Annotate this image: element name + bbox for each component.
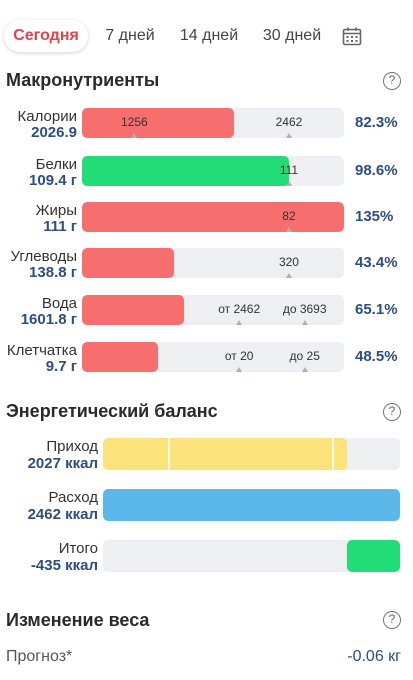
segment-separator xyxy=(168,438,171,470)
forecast-value: -0.06 кг xyxy=(347,648,401,665)
progress-track: 320 xyxy=(82,248,344,278)
progress-fill xyxy=(82,342,158,372)
target-tick xyxy=(301,367,308,372)
macro-percent: 65.1% xyxy=(355,301,398,318)
target-label: 1256 xyxy=(121,115,148,129)
macro-row: Клетчатка 9.7 г от 20 до 25 48.5% xyxy=(0,341,413,377)
macro-name: Жиры xyxy=(35,202,77,219)
macro-row: Углеводы 138.8 г 320 43.4% xyxy=(0,247,413,283)
energy-track xyxy=(103,540,400,572)
target-tick xyxy=(236,367,243,372)
tab-14-days[interactable]: 14 дней xyxy=(179,27,239,44)
energy-value: 2462 ккал xyxy=(27,506,98,523)
tab-7-days[interactable]: 7 дней xyxy=(105,27,155,44)
energy-row: Итого -435 ккал xyxy=(0,540,413,576)
target-label: 82 xyxy=(282,209,296,223)
macro-value: 109.4 г xyxy=(29,172,77,189)
progress-track: 1256 2462 xyxy=(82,108,344,138)
energy-value: -435 ккал xyxy=(30,557,98,574)
forecast-label: Прогноз* xyxy=(6,648,73,665)
energy-name: Расход xyxy=(48,489,98,506)
target-label: до 25 xyxy=(289,349,320,363)
energy-name: Итого xyxy=(58,540,98,557)
tab-today[interactable]: Сегодня xyxy=(4,20,88,52)
macro-name: Углеводы xyxy=(10,248,77,265)
energy-fill xyxy=(347,540,400,572)
target-label: 320 xyxy=(278,255,299,269)
target-label: 111 xyxy=(279,163,299,177)
energy-track xyxy=(103,489,400,521)
target-tick xyxy=(285,227,292,232)
target-label: от 2462 xyxy=(218,302,261,316)
macro-percent: 82.3% xyxy=(355,114,398,131)
macros-title: Макронутриенты xyxy=(6,70,160,90)
energy-name: Приход xyxy=(46,438,98,455)
weight-title: Изменение веса xyxy=(6,610,150,630)
period-tabs: Сегодня 7 дней 14 дней 30 дней xyxy=(4,20,413,52)
macro-row: Белки 109.4 г 111 98.6% xyxy=(0,155,413,191)
macro-name: Клетчатка xyxy=(6,342,77,359)
target-tick xyxy=(236,320,243,325)
macro-name: Белки xyxy=(35,156,77,173)
segment-separator xyxy=(331,438,334,470)
calendar-icon[interactable] xyxy=(342,26,362,46)
energy-row: Приход 2027 ккал xyxy=(0,438,413,474)
progress-track: от 20 до 25 xyxy=(82,342,344,372)
target-label: до 3693 xyxy=(282,302,327,316)
energy-row: Расход 2462 ккал xyxy=(0,489,413,525)
energy-value: 2027 ккал xyxy=(27,455,98,472)
macro-name: Вода xyxy=(41,295,77,312)
target-label: 2462 xyxy=(275,115,303,129)
macro-value: 138.8 г xyxy=(29,264,77,281)
macro-percent: 43.4% xyxy=(355,254,398,271)
macro-percent: 135% xyxy=(355,208,394,225)
macro-row: Жиры 111 г 82 135% xyxy=(0,201,413,237)
target-tick xyxy=(285,133,292,138)
energy-fill xyxy=(103,438,348,470)
energy-fill xyxy=(103,489,400,521)
progress-fill xyxy=(82,108,234,138)
progress-track: от 2462 до 3693 xyxy=(82,295,344,325)
macro-percent: 48.5% xyxy=(355,348,398,365)
macro-value: 1601.8 г xyxy=(20,311,77,328)
macro-percent: 98.6% xyxy=(355,162,398,179)
tab-30-days[interactable]: 30 дней xyxy=(262,27,322,44)
macro-value: 2026.9 xyxy=(31,124,77,141)
target-tick xyxy=(301,320,308,325)
energy-title: Энергетический баланс xyxy=(6,401,218,421)
macro-row: Калории 2026.9 1256 2462 82.3% xyxy=(0,107,413,143)
progress-track: 111 xyxy=(82,156,344,186)
macro-value: 111 г xyxy=(43,218,77,235)
target-tick xyxy=(285,273,292,278)
target-label: от 20 xyxy=(224,349,254,363)
energy-track xyxy=(103,438,400,470)
macros-help-icon[interactable]: ? xyxy=(383,72,401,90)
energy-help-icon[interactable]: ? xyxy=(383,403,401,421)
weight-help-icon[interactable]: ? xyxy=(383,611,401,629)
progress-fill xyxy=(82,156,289,186)
progress-fill xyxy=(82,248,174,278)
target-tick xyxy=(285,181,292,186)
macro-row: Вода 1601.8 г от 2462 до 3693 65.1% xyxy=(0,294,413,330)
target-tick xyxy=(131,133,138,138)
macro-name: Калории xyxy=(17,108,77,125)
progress-track: 82 xyxy=(82,202,344,232)
progress-fill xyxy=(82,202,344,232)
macro-value: 9.7 г xyxy=(45,358,77,375)
progress-fill xyxy=(82,295,185,325)
